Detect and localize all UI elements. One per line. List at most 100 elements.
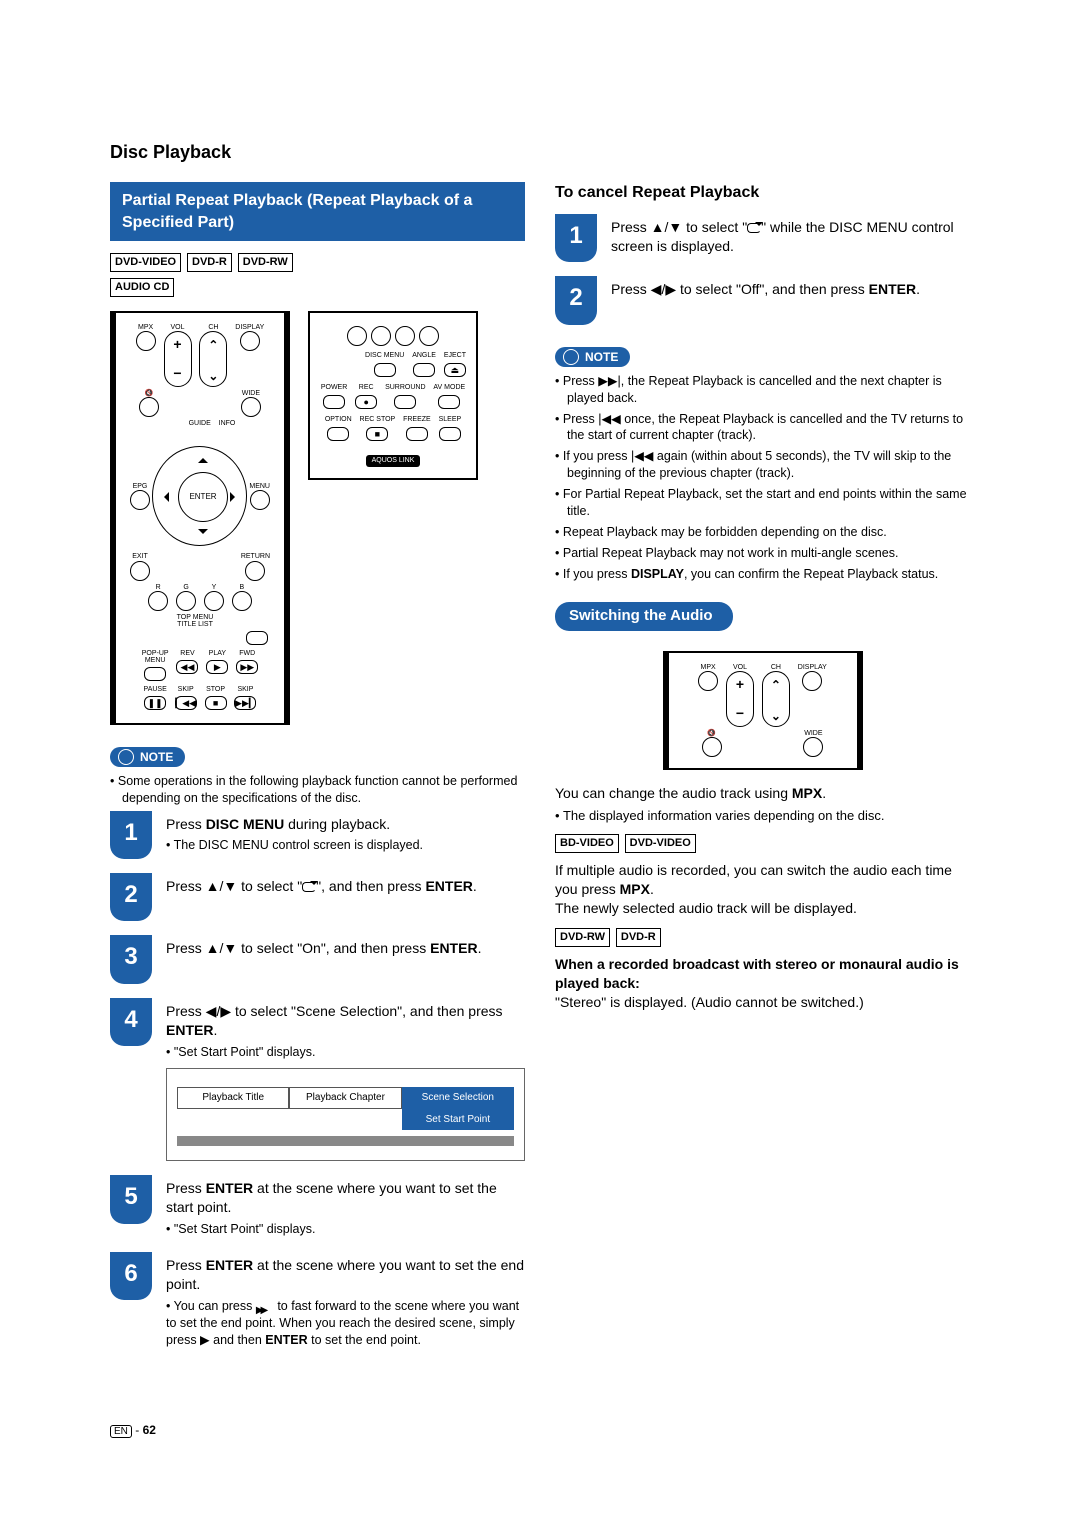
label-surround: SURROUND bbox=[385, 384, 425, 391]
note-item: Some operations in the following playbac… bbox=[110, 773, 525, 807]
note-list-right: Press ▶▶|, the Repeat Playback is cancel… bbox=[555, 373, 970, 583]
menu-set-start-point[interactable]: Set Start Point bbox=[402, 1109, 514, 1131]
display-button[interactable] bbox=[240, 331, 260, 351]
cancel-step-2: 2 Press ◀/▶ to select "Off", and then pr… bbox=[555, 276, 970, 324]
exit-button[interactable] bbox=[130, 561, 150, 581]
mute-button-2[interactable] bbox=[702, 737, 722, 757]
green-button[interactable] bbox=[176, 591, 196, 611]
stereo-body: "Stereo" is displayed. (Audio cannot be … bbox=[555, 993, 970, 1012]
mute-button[interactable] bbox=[139, 397, 159, 417]
tag-bd-video: BD-VIDEO bbox=[555, 834, 619, 853]
red-button[interactable] bbox=[148, 591, 168, 611]
display-button-2[interactable] bbox=[802, 671, 822, 691]
return-button[interactable] bbox=[245, 561, 265, 581]
dpad[interactable]: ENTER bbox=[152, 446, 247, 546]
step6-sub: You can press to fast forward to the sce… bbox=[166, 1298, 525, 1349]
step-number: 2 bbox=[110, 873, 152, 921]
remote-audio: MPX VOL CH DISPLAY 🔇 WIDE bbox=[663, 651, 863, 770]
vol-rocker[interactable] bbox=[164, 331, 192, 387]
ch-rocker[interactable] bbox=[199, 331, 227, 387]
stereo-heading: When a recorded broadcast with stereo or… bbox=[555, 956, 959, 991]
mpx-button[interactable] bbox=[136, 331, 156, 351]
side-btn-1[interactable] bbox=[347, 326, 367, 346]
step-number: 4 bbox=[110, 998, 152, 1046]
step3-text: Press ▲/▼ to select "On", and then press bbox=[166, 940, 430, 956]
menu-button[interactable] bbox=[250, 490, 270, 510]
label-avmode: AV MODE bbox=[433, 384, 465, 391]
menu-playback-title[interactable]: Playback Title bbox=[177, 1087, 289, 1109]
skip-fwd-button[interactable]: ▶▶▎ bbox=[234, 696, 256, 710]
side-btn-3[interactable] bbox=[395, 326, 415, 346]
audio-tags-2: DVD-RW DVD-R bbox=[555, 926, 970, 951]
c2-text: Press ◀/▶ to select "Off", and then pres… bbox=[611, 281, 869, 297]
ch-rocker-2[interactable] bbox=[762, 671, 790, 727]
label-popup: POP-UP MENU bbox=[142, 650, 169, 664]
side-btn-2[interactable] bbox=[371, 326, 391, 346]
discmenu-button[interactable] bbox=[374, 363, 396, 377]
fwd-button[interactable]: ▶▶ bbox=[236, 660, 258, 674]
recstop-button[interactable]: ■ bbox=[366, 427, 388, 441]
label-freeze: FREEZE bbox=[403, 416, 431, 423]
note-badge: NOTE bbox=[555, 347, 630, 367]
partial-repeat-heading: Partial Repeat Playback (Repeat Playback… bbox=[110, 182, 525, 241]
label-info: INFO bbox=[219, 420, 236, 427]
step5-enter: ENTER bbox=[206, 1180, 253, 1196]
step4-text: Press ◀/▶ to select "Scene Selection", a… bbox=[166, 1003, 503, 1019]
tag-dvd-video-2: DVD-VIDEO bbox=[625, 834, 696, 853]
note-item: Repeat Playback may be forbidden dependi… bbox=[555, 524, 970, 541]
step-number: 1 bbox=[110, 811, 152, 859]
sleep-button[interactable] bbox=[439, 427, 461, 441]
power-button[interactable] bbox=[323, 395, 345, 409]
freeze-button[interactable] bbox=[406, 427, 428, 441]
step-number: 2 bbox=[555, 276, 597, 324]
remote-side: DISC MENU ANGLE EJECT⏏ POWER REC● SURROU… bbox=[308, 311, 478, 480]
surround-button[interactable] bbox=[394, 395, 416, 409]
rec-button[interactable]: ● bbox=[355, 395, 377, 409]
yellow-button[interactable] bbox=[204, 591, 224, 611]
step6-enter: ENTER bbox=[206, 1257, 253, 1273]
label-mpx2: MPX bbox=[698, 664, 718, 671]
epg-button[interactable] bbox=[130, 490, 150, 510]
label-g: G bbox=[176, 584, 196, 591]
c1-text-a: Press ▲/▼ to select " bbox=[611, 219, 747, 235]
audio-paragraph-3: The newly selected audio track will be d… bbox=[555, 899, 970, 918]
footer-page-number: 62 bbox=[143, 1423, 156, 1437]
angle-button[interactable] bbox=[413, 363, 435, 377]
topmenu-button[interactable] bbox=[246, 631, 268, 645]
rev-button[interactable]: ◀◀ bbox=[176, 660, 198, 674]
step-number: 5 bbox=[110, 1175, 152, 1223]
format-tags: DVD-VIDEO DVD-R DVD-RW AUDIO CD bbox=[110, 251, 525, 301]
play-button[interactable]: ▶ bbox=[206, 660, 228, 674]
pause-button[interactable]: ❚❚ bbox=[144, 696, 166, 710]
remote-diagrams: MPX VOL CH DISPLAY 🔇 WIDE GUIDE INFO EPG bbox=[110, 311, 525, 724]
tag-dvd-rw: DVD-RW bbox=[238, 253, 293, 272]
vol-rocker-2[interactable] bbox=[726, 671, 754, 727]
step2-dot: . bbox=[473, 878, 477, 894]
menu-scene-selection[interactable]: Scene Selection bbox=[402, 1087, 514, 1109]
tag-dvd-rw-2: DVD-RW bbox=[555, 928, 610, 947]
label-pause: PAUSE bbox=[144, 686, 167, 693]
label-power: POWER bbox=[321, 384, 347, 391]
eject-button[interactable]: ⏏ bbox=[444, 363, 466, 377]
side-btn-4[interactable] bbox=[419, 326, 439, 346]
step-5: 5 Press ENTER at the scene where you wan… bbox=[110, 1175, 525, 1238]
enter-button[interactable]: ENTER bbox=[178, 472, 228, 522]
mpx-button-2[interactable] bbox=[698, 671, 718, 691]
wide-button-2[interactable] bbox=[803, 737, 823, 757]
wide-button[interactable] bbox=[241, 397, 261, 417]
menu-playback-chapter[interactable]: Playback Chapter bbox=[289, 1087, 401, 1109]
skip-back-button[interactable]: ▎◀◀ bbox=[175, 696, 197, 710]
cancel-heading: To cancel Repeat Playback bbox=[555, 182, 970, 204]
tag-dvd-r-2: DVD-R bbox=[616, 928, 661, 947]
avmode-button[interactable] bbox=[438, 395, 460, 409]
blue-button[interactable] bbox=[232, 591, 252, 611]
label-display2: DISPLAY bbox=[798, 664, 827, 671]
label-discmenu: DISC MENU bbox=[365, 352, 404, 359]
step1-text-a: Press bbox=[166, 816, 206, 832]
popup-button[interactable] bbox=[144, 667, 166, 681]
label-vol: VOL bbox=[164, 324, 192, 331]
option-button[interactable] bbox=[327, 427, 349, 441]
label-stop: STOP bbox=[205, 686, 227, 693]
stop-button[interactable]: ■ bbox=[205, 696, 227, 710]
ff-icon bbox=[256, 1301, 274, 1313]
